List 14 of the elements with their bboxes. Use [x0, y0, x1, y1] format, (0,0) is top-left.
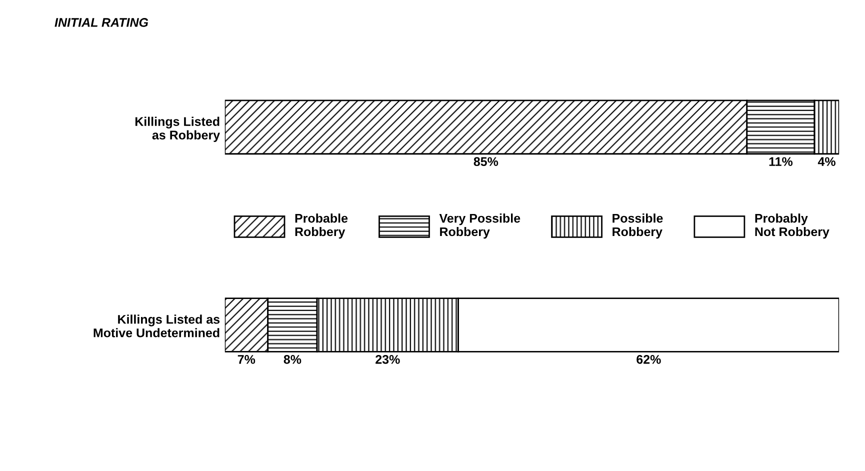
data-label: 11% — [769, 157, 793, 166]
data-label: 4% — [818, 157, 836, 166]
y-tick-label: Killings Listed as Motive Undetermined — [94, 314, 220, 338]
data-label: 7% — [238, 355, 256, 364]
legend-label: Very Possible Robbery — [439, 214, 520, 239]
legend-label: Probable Robbery — [295, 214, 348, 239]
data-label: 62% — [636, 354, 661, 364]
legend-label: Probably Not Robbery — [755, 214, 830, 239]
data-label: 23% — [376, 354, 400, 364]
data-label: 85% — [474, 157, 498, 166]
data-label: 8% — [284, 354, 302, 364]
y-tick-label: Killings Listed as Robbery — [135, 116, 220, 142]
legend-label: Possible Robbery — [612, 214, 663, 239]
text: INITIAL RATING — [54, 18, 148, 27]
